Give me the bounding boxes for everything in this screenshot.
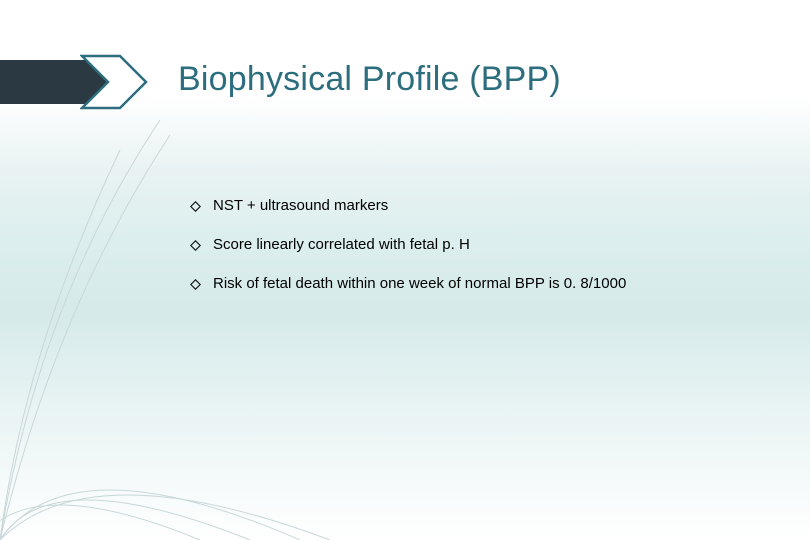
diamond-bullet-icon [190, 238, 201, 256]
diamond-bullet-icon [190, 199, 201, 217]
bullet-text: NST + ultrasound markers [213, 196, 388, 216]
diamond-bullet-icon [190, 277, 201, 295]
slide-container: Biophysical Profile (BPP) NST + ultrasou… [0, 0, 810, 540]
bullet-item: NST + ultrasound markers [190, 196, 750, 217]
bullet-item: Risk of fetal death within one week of n… [190, 274, 750, 295]
bullet-item: Score linearly correlated with fetal p. … [190, 235, 750, 256]
slide-title: Biophysical Profile (BPP) [178, 60, 561, 99]
bullet-list: NST + ultrasound markers Score linearly … [190, 196, 750, 313]
bullet-text: Score linearly correlated with fetal p. … [213, 235, 470, 255]
bullet-text: Risk of fetal death within one week of n… [213, 274, 626, 294]
